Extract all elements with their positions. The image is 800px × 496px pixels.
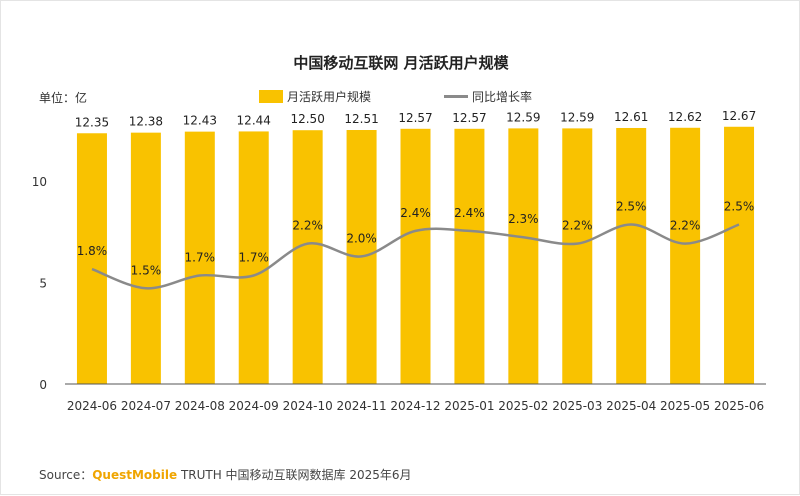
bar bbox=[130, 132, 161, 384]
source-rest: TRUTH 中国移动互联网数据库 2025年6月 bbox=[177, 468, 412, 482]
legend-bar-swatch bbox=[259, 90, 283, 103]
legend-line-label: 同比增长率 bbox=[472, 90, 533, 104]
source-note: Source：QuestMobile TRUTH 中国移动互联网数据库 2025… bbox=[39, 466, 412, 483]
y-tick-label: 5 bbox=[39, 276, 47, 290]
y-tick-label: 10 bbox=[32, 175, 47, 189]
legend-item-bar: 月活跃用户规模 bbox=[259, 88, 371, 105]
growth-rate-label: 1.8% bbox=[77, 244, 108, 258]
bar bbox=[724, 126, 755, 384]
bar-value-label: 12.51 bbox=[344, 112, 378, 126]
bar-value-label: 12.38 bbox=[129, 115, 163, 129]
x-tick-label: 2025-03 bbox=[552, 399, 602, 413]
bar bbox=[238, 131, 269, 384]
x-tick-label: 2024-06 bbox=[67, 399, 117, 413]
x-tick-label: 2024-08 bbox=[175, 399, 225, 413]
x-tick-label: 2025-02 bbox=[498, 399, 548, 413]
bar bbox=[76, 133, 107, 384]
x-tick-label: 2024-07 bbox=[121, 399, 171, 413]
bar-value-label: 12.59 bbox=[506, 110, 540, 124]
growth-rate-label: 1.7% bbox=[185, 251, 216, 265]
bar bbox=[400, 128, 431, 384]
source-prefix: Source： bbox=[39, 468, 93, 482]
growth-rate-label: 2.4% bbox=[454, 206, 485, 220]
unit-label: 单位：亿 bbox=[39, 91, 88, 105]
x-tick-label: 2024-09 bbox=[229, 399, 279, 413]
x-tick-label: 2024-12 bbox=[390, 399, 440, 413]
growth-rate-label: 2.4% bbox=[400, 206, 431, 220]
y-tick-label: 0 bbox=[39, 378, 47, 392]
bar bbox=[184, 131, 215, 384]
bar-value-label: 12.59 bbox=[560, 110, 594, 124]
bar bbox=[508, 128, 539, 384]
growth-rate-label: 2.0% bbox=[346, 231, 377, 245]
bar-value-label: 12.35 bbox=[75, 115, 109, 129]
bar-value-label: 12.43 bbox=[183, 114, 217, 128]
growth-rate-label: 2.2% bbox=[562, 219, 593, 233]
growth-rate-label: 2.3% bbox=[508, 212, 539, 226]
growth-rate-label: 1.5% bbox=[131, 263, 162, 277]
bar-value-label: 12.44 bbox=[237, 113, 271, 127]
bar-value-label: 12.62 bbox=[668, 110, 702, 124]
x-tick-label: 2024-10 bbox=[283, 399, 333, 413]
bar bbox=[670, 127, 701, 384]
legend-line-swatch bbox=[444, 95, 468, 98]
x-tick-label: 2024-11 bbox=[337, 399, 387, 413]
source-brand: QuestMobile bbox=[92, 468, 178, 482]
growth-rate-label: 2.5% bbox=[616, 199, 647, 213]
growth-rate-label: 2.2% bbox=[670, 219, 701, 233]
growth-rate-line bbox=[91, 223, 740, 290]
growth-rate-label: 1.7% bbox=[238, 251, 269, 265]
legend-bar-label: 月活跃用户规模 bbox=[287, 90, 372, 104]
x-tick-label: 2025-05 bbox=[660, 399, 710, 413]
growth-rate-label: 2.5% bbox=[724, 199, 755, 213]
growth-rate-label: 2.2% bbox=[292, 219, 323, 233]
legend-item-line: 同比增长率 bbox=[444, 88, 532, 105]
bar-value-label: 12.67 bbox=[722, 109, 756, 123]
bar-value-label: 12.57 bbox=[398, 111, 432, 125]
x-tick-label: 2025-06 bbox=[714, 399, 764, 413]
bar bbox=[616, 127, 647, 384]
bar-value-label: 12.61 bbox=[614, 110, 648, 124]
x-tick-label: 2025-04 bbox=[606, 399, 656, 413]
bar bbox=[562, 128, 593, 384]
bar-value-label: 12.57 bbox=[452, 111, 486, 125]
bar bbox=[454, 128, 485, 384]
x-tick-label: 2025-01 bbox=[444, 399, 494, 413]
bar bbox=[292, 130, 323, 384]
bar-value-label: 12.50 bbox=[290, 112, 324, 126]
chart-title: 中国移动互联网 月活跃用户规模 bbox=[293, 54, 509, 72]
